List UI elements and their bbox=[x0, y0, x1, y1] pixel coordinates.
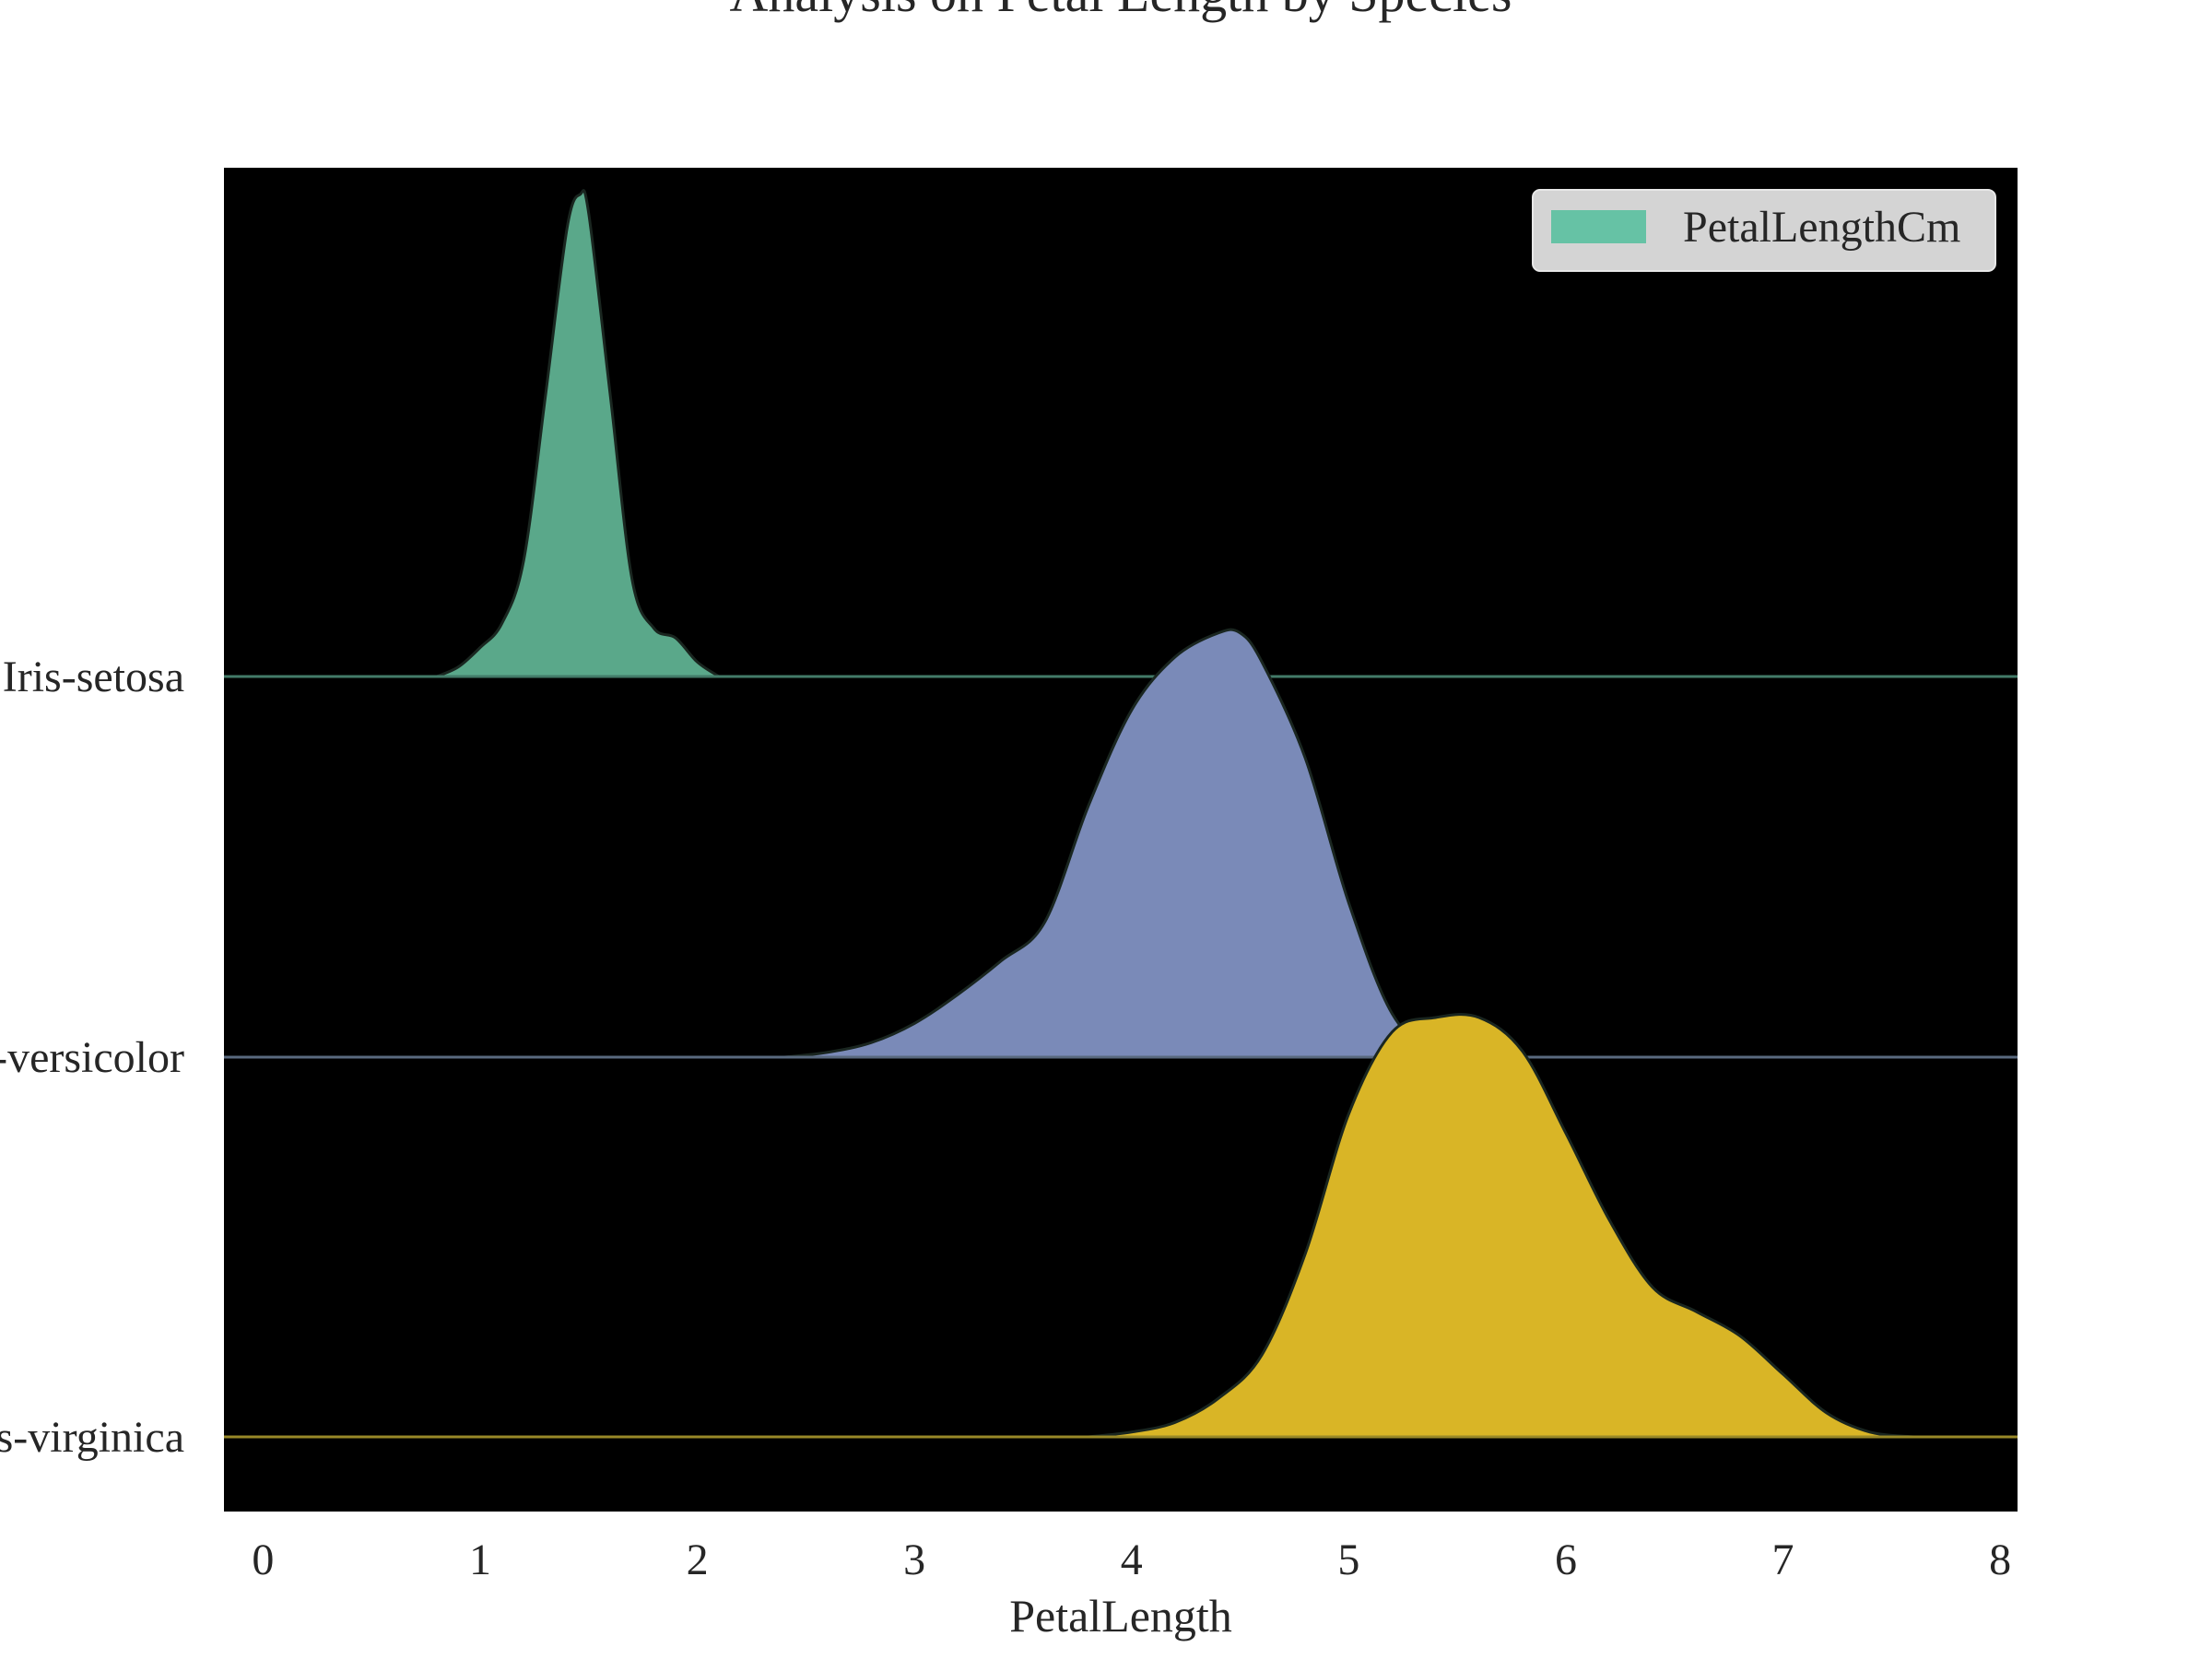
x-tick-label: 3 bbox=[903, 1535, 925, 1584]
chart-title: Analysis on Petal Length by Species bbox=[730, 0, 1512, 23]
category-label: Iris-virginica bbox=[0, 1413, 184, 1462]
x-tick-label: 6 bbox=[1555, 1535, 1577, 1584]
x-tick-label: 5 bbox=[1337, 1535, 1359, 1584]
x-tick-label: 2 bbox=[687, 1535, 709, 1584]
category-label: Iris-setosa bbox=[3, 653, 184, 701]
ridges-group bbox=[224, 189, 2018, 1439]
legend-label: PetalLengthCm bbox=[1683, 203, 1960, 252]
x-axis-title: PetalLength bbox=[1009, 1590, 1232, 1641]
category-label: Iris-versicolor bbox=[0, 1033, 184, 1082]
x-tick-label: 8 bbox=[1989, 1535, 2011, 1584]
x-tick-label: 4 bbox=[1121, 1535, 1143, 1584]
x-tick-label: 0 bbox=[252, 1535, 274, 1584]
ridge-iris-virginica bbox=[224, 1013, 2018, 1439]
legend: PetalLengthCm bbox=[1532, 189, 1996, 272]
ridge-iris-setosa bbox=[224, 189, 2018, 678]
legend-box bbox=[1532, 189, 1996, 272]
x-tick-label: 1 bbox=[469, 1535, 491, 1584]
x-tick-label: 7 bbox=[1772, 1535, 1794, 1584]
legend-swatch bbox=[1551, 210, 1646, 243]
category-labels: Iris-setosa Iris-versicolor Iris-virginica bbox=[0, 653, 184, 1462]
ridge-iris-versicolor bbox=[224, 628, 2018, 1059]
x-axis-ticks: 0 1 2 3 4 5 6 7 8 bbox=[252, 1535, 2011, 1584]
